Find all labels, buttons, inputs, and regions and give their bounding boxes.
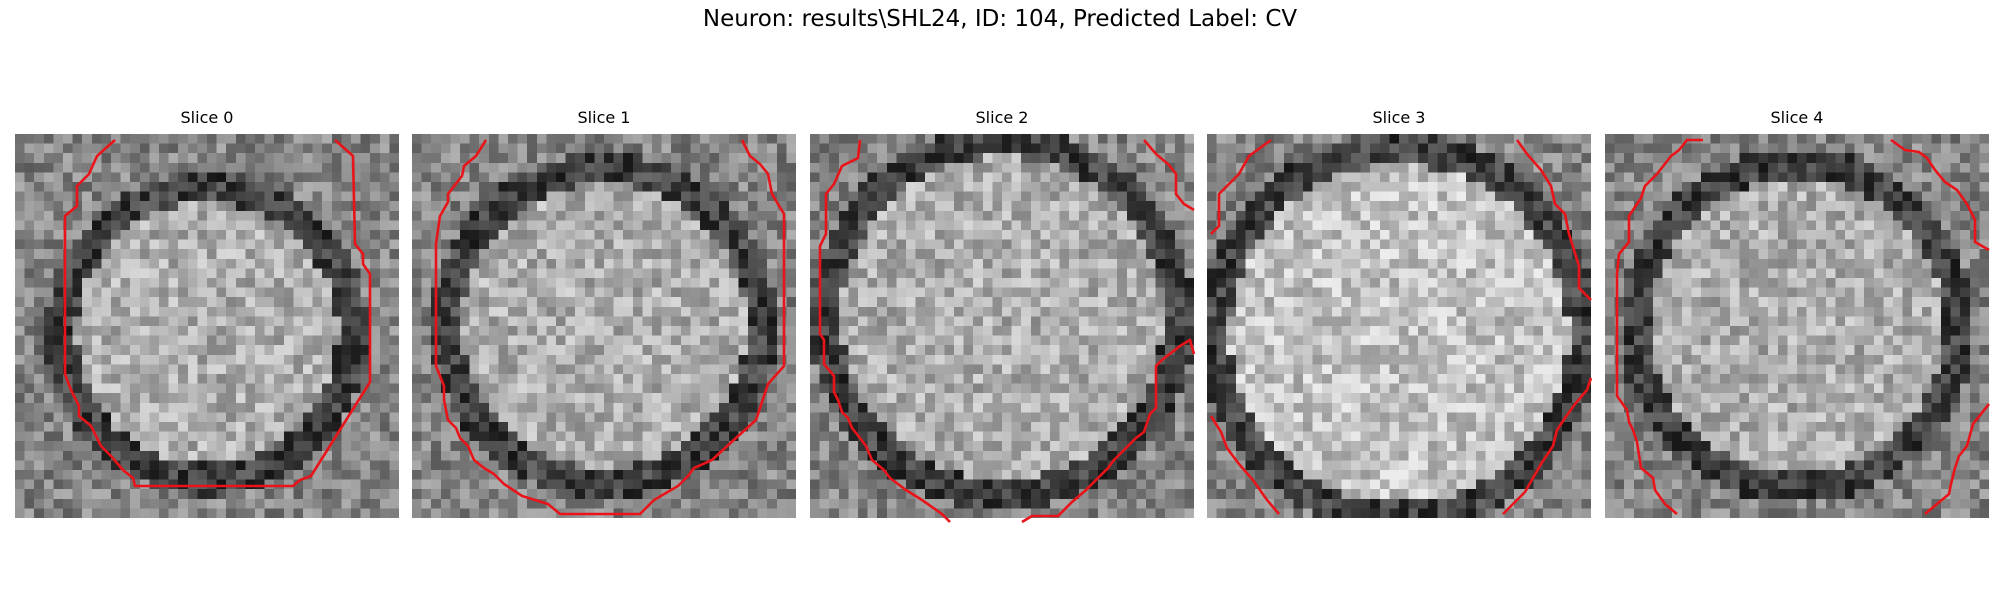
slice-1-contour-overlay xyxy=(434,139,786,516)
slice-3-contour-overlay xyxy=(1209,138,1593,515)
contour-line xyxy=(1615,138,1703,515)
slice-3-micrograph xyxy=(1207,134,1591,518)
slice-1-micrograph xyxy=(412,134,796,518)
contour-line xyxy=(434,139,786,516)
slice-4-micrograph xyxy=(1605,134,1989,518)
figure-title: Neuron: results\SHL24, ID: 104, Predicte… xyxy=(702,6,1298,32)
slice-4-title: Slice 4 xyxy=(1770,108,1824,127)
contour-line xyxy=(1890,138,1990,252)
slice-1-image xyxy=(412,134,796,518)
contour-line xyxy=(1210,138,1272,235)
slice-0-title: Slice 0 xyxy=(180,108,234,127)
slice-0-micrograph xyxy=(15,134,399,518)
slice-3-title: Slice 3 xyxy=(1372,108,1426,127)
slice-4-image xyxy=(1605,134,1991,518)
slice-2-title: Slice 2 xyxy=(975,108,1029,127)
contour-line xyxy=(1502,377,1593,515)
slice-2-image xyxy=(810,134,1196,524)
contour-line xyxy=(1021,338,1196,524)
contour-line xyxy=(1143,139,1195,212)
slice-0-image xyxy=(15,134,399,518)
slice-2-micrograph xyxy=(810,134,1194,518)
slice-3-image xyxy=(1207,134,1593,518)
slice-1-title: Slice 1 xyxy=(577,108,631,127)
contour-line xyxy=(1924,403,1991,515)
contour-line xyxy=(63,139,372,488)
slice-0-contour-overlay xyxy=(63,139,372,488)
contour-line xyxy=(818,139,951,523)
contour-line xyxy=(1515,139,1592,301)
slice-2-contour-overlay xyxy=(818,139,1196,524)
contour-line xyxy=(1209,415,1280,515)
slice-4-contour-overlay xyxy=(1615,138,1991,515)
